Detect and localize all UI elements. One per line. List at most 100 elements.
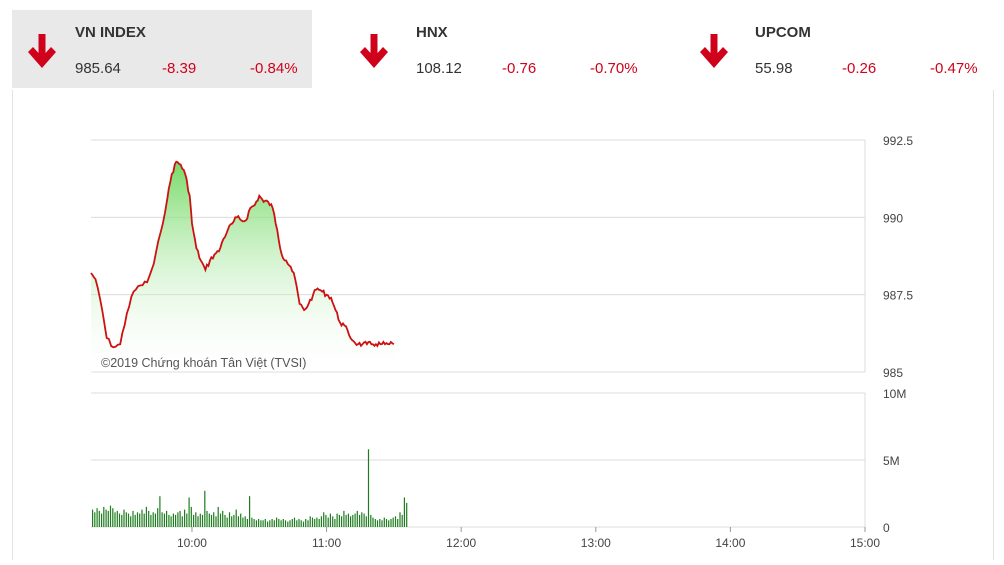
volume-bar [96,508,98,527]
volume-bar [347,513,349,527]
index-name: VN INDEX [75,24,146,41]
volume-bar [399,512,401,527]
volume-bar [150,514,152,527]
volume-bar [336,513,338,527]
volume-bar [276,517,278,527]
time-x-ticks: 10:00 11:00 12:00 13:00 14:00 15:00 [177,527,880,550]
volume-bar [204,490,206,527]
volume-bar [210,514,213,527]
price-line [90,160,395,349]
volume-bar [136,512,139,527]
volume-bar [320,516,322,527]
volume-bar [224,514,226,527]
volume-bar [190,506,192,527]
volume-bar [107,510,109,527]
volume-bar [249,496,251,527]
volume-bar [305,519,307,527]
volume-bar [116,510,118,527]
volume-bar [94,512,96,527]
volume-bar [237,516,239,527]
volume-bar [350,516,352,527]
volume-bar [278,519,280,527]
index-change: -0.76 [502,60,537,77]
volume-bar [370,514,372,527]
volume-bar [365,516,367,527]
volume-bar [329,513,331,527]
volume-grid [91,392,866,528]
volume-bar [383,517,385,527]
volume-bar [105,509,107,527]
volume-bar [217,506,219,527]
volume-bar [197,516,199,527]
volume-bar [101,513,103,527]
volume-bar [109,505,112,527]
volume-bar [201,514,204,527]
volume-bar [240,513,242,527]
tab-vn-index[interactable]: VN INDEX 985.64 -8.39 -0.84% [12,10,312,88]
volume-bar [381,520,383,527]
volume-bar [219,513,222,527]
arrow-down-icon [28,34,56,68]
volume-bar [311,517,314,527]
volume-bar [354,513,356,527]
volume-bar [314,519,316,527]
volume-bar [394,516,397,527]
volume-bar [145,506,147,527]
volume-bar [302,521,305,527]
volume-bar [334,519,336,527]
volume-bar [157,508,159,527]
volume-bar [103,506,105,527]
volume-bar [397,519,399,527]
arrow-down-icon [360,34,388,68]
volume-bar [359,514,361,527]
index-name: HNX [416,24,448,41]
volume-bar [307,520,309,527]
volume-bar [163,513,165,527]
volume-bar [193,514,195,527]
volume-bar [208,513,210,527]
volume-bar [188,497,190,527]
volume-bar [325,514,327,527]
volume-bar [379,519,381,527]
x-tick-label: 10:00 [177,536,207,550]
volume-bar [258,519,260,527]
volume-bar [406,502,408,527]
volume-bar [293,517,296,527]
volume-bar [361,512,363,527]
price-y-ticks: 992.5 990 987.5 985 [883,134,913,380]
volume-bar [222,510,224,527]
price-area [91,161,394,372]
volume-bar [114,512,116,527]
volume-bars [92,449,408,527]
volume-bar [343,510,345,527]
volume-bar [213,512,215,527]
volume-bar [287,521,289,527]
index-change: -8.39 [162,60,197,77]
volume-bar [184,509,186,527]
volume-bar [401,514,403,527]
volume-y-tick: 5M [883,454,900,468]
volume-bar [298,519,300,527]
tab-hnx[interactable]: HNX 108.12 -0.76 -0.70% [344,10,644,88]
index-percent: -0.84% [250,60,298,77]
tab-upcom[interactable]: UPCOM 55.98 -0.26 -0.47% [684,10,994,88]
volume-bar [199,513,201,527]
volume-bar [267,521,269,527]
volume-bar [284,520,287,527]
volume-y-tick: 10M [883,387,906,401]
x-tick-label: 13:00 [581,536,611,550]
volume-bar [403,497,405,527]
volume-bar [228,512,231,527]
volume-bar [154,513,156,527]
x-tick-label: 11:00 [312,536,341,550]
volume-bar [215,516,217,527]
volume-bar [318,519,320,527]
volume-bar [271,519,273,527]
volume-bar [143,513,145,527]
volume-bar [345,514,347,527]
volume-bar [363,513,365,527]
volume-bar [280,520,282,527]
volume-bar [296,520,298,527]
volume-bar [112,508,114,527]
volume-bar [233,514,235,527]
